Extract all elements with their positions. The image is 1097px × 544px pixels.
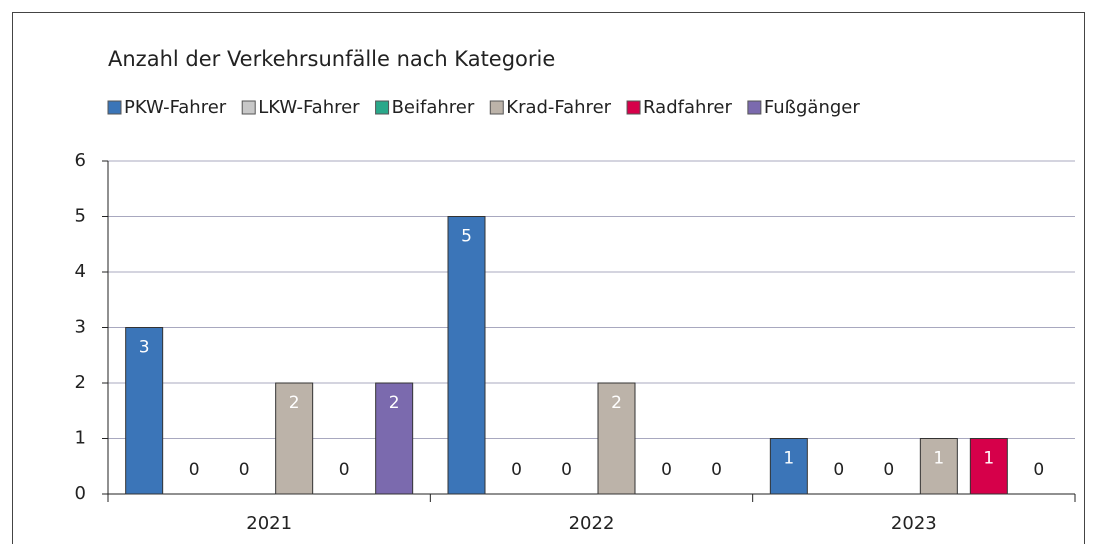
bar — [919, 438, 958, 495]
y-tick-label: 6 — [75, 150, 86, 171]
data-label: 3 — [139, 338, 150, 358]
legend-label: Beifahrer — [392, 97, 475, 118]
legend-label: LKW-Fahrer — [258, 97, 360, 118]
legend-label: Fußgänger — [764, 97, 860, 118]
data-label: 0 — [189, 460, 200, 480]
data-label: 0 — [661, 460, 672, 480]
y-tick-label: 0 — [75, 483, 86, 504]
bar — [447, 216, 486, 495]
x-tick-label: 2021 — [246, 513, 292, 534]
data-label: 1 — [933, 449, 944, 469]
legend-swatch — [747, 100, 762, 115]
data-label: 1 — [783, 449, 794, 469]
data-label: 0 — [561, 460, 572, 480]
legend-swatch — [375, 100, 390, 115]
x-tick-label: 2023 — [891, 513, 937, 534]
legend-swatch — [489, 100, 504, 115]
bar — [597, 382, 636, 495]
data-label: 0 — [711, 460, 722, 480]
data-label: 0 — [339, 460, 350, 480]
x-tick-label: 2022 — [569, 513, 615, 534]
y-tick-label: 5 — [75, 206, 86, 227]
chart-frame — [12, 12, 1085, 544]
data-label: 0 — [1033, 460, 1044, 480]
bar — [375, 382, 414, 495]
legend-label: Krad-Fahrer — [506, 97, 611, 118]
data-label: 2 — [611, 393, 622, 413]
data-label: 5 — [461, 227, 472, 247]
data-label: 1 — [983, 449, 994, 469]
y-tick-label: 2 — [75, 372, 86, 393]
data-label: 2 — [389, 393, 400, 413]
bar — [275, 382, 314, 495]
bar — [969, 438, 1008, 495]
y-tick-label: 4 — [75, 261, 86, 282]
chart-title: Anzahl der Verkehrsunfälle nach Kategori… — [108, 47, 555, 71]
legend-swatch — [241, 100, 256, 115]
data-label: 0 — [883, 460, 894, 480]
legend-swatch — [626, 100, 641, 115]
data-label: 0 — [833, 460, 844, 480]
data-label: 0 — [511, 460, 522, 480]
y-tick-label: 1 — [75, 428, 86, 449]
legend-label: Radfahrer — [643, 97, 732, 118]
data-label: 0 — [239, 460, 250, 480]
bar — [769, 438, 808, 495]
y-tick-label: 3 — [75, 317, 86, 338]
legend-label: PKW-Fahrer — [124, 97, 227, 118]
data-label: 2 — [289, 393, 300, 413]
legend-swatch — [107, 100, 122, 115]
bar — [125, 327, 164, 495]
